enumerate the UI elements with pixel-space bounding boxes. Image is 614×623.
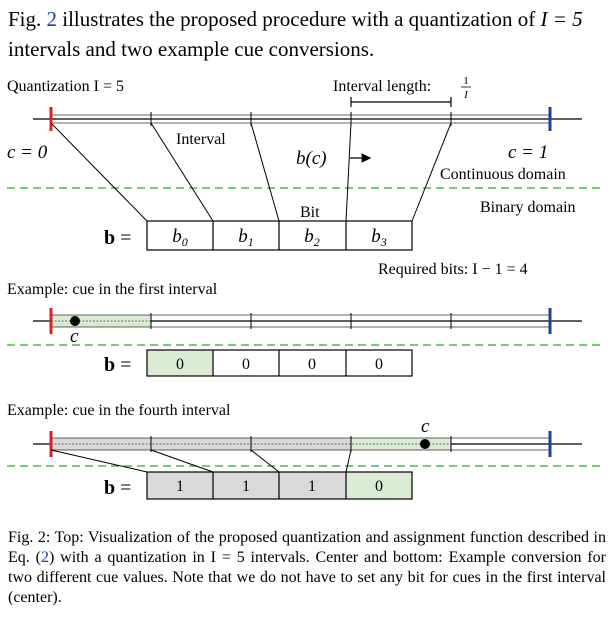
example1-cue-point — [70, 316, 80, 326]
interval-length-bracket — [350, 97, 452, 107]
example2-bit2: 1 — [308, 478, 316, 495]
mapping-lines — [50, 122, 452, 222]
figure-reference-link[interactable]: 2 — [46, 7, 58, 31]
quantization-figure: Quantization I = 5 Interval length: 1 I … — [7, 75, 600, 500]
example2-vector-label: b = — [104, 477, 131, 499]
intro-text-2: illustrates the proposed procedure with … — [57, 7, 541, 31]
example2-mapping-lines — [50, 449, 352, 473]
bit-b3-subscript: 3 — [380, 235, 387, 249]
example1-title: Example: cue in the first interval — [7, 281, 218, 298]
bit-b1-subscript: 1 — [248, 235, 254, 249]
caption-text-1: Fig. 2: Top: Visualization of the propos… — [8, 529, 606, 566]
intro-text-1: Fig. — [8, 7, 47, 31]
example1-bit1: 0 — [242, 356, 250, 373]
interval-length-numerator: 1 — [463, 75, 469, 87]
example1-bit3: 0 — [375, 356, 383, 373]
example2-bit0: 1 — [176, 478, 184, 495]
bit-b0-subscript: 0 — [182, 235, 188, 249]
caption-text-2: ) with a quantization in I = 5 intervals… — [8, 549, 607, 606]
example2-cue-point — [420, 439, 430, 449]
mapping-label: b(c) — [296, 148, 327, 169]
example2-bit3: 0 — [375, 478, 383, 495]
bit-b2-subscript: 2 — [314, 235, 320, 249]
example2-cue-label: c — [421, 416, 430, 437]
bit-b2: b2 — [304, 226, 320, 249]
example2-bit1: 1 — [242, 478, 250, 495]
example1-bit2: 0 — [308, 356, 316, 373]
bit-vector-label: b = — [104, 227, 131, 249]
binary-domain-label: Binary domain — [480, 199, 576, 216]
interval-length-label: Interval length: — [333, 78, 431, 95]
bit-b0: b0 — [172, 226, 188, 249]
intro-paragraph: Fig. 2 illustrates the proposed procedur… — [8, 4, 608, 64]
bit-label: Bit — [300, 204, 320, 221]
continuous-domain-label: Continuous domain — [440, 166, 566, 183]
figure-caption: Fig. 2: Top: Visualization of the propos… — [8, 528, 606, 608]
bit-b3: b3 — [371, 226, 387, 249]
quantization-label: Quantization I = 5 — [7, 78, 124, 95]
example2-title: Example: cue in the fourth interval — [7, 402, 231, 419]
interval-label: Interval — [176, 131, 226, 148]
example1-vector-label: b = — [104, 354, 131, 376]
example1-cue-label: c — [70, 326, 79, 347]
c1-label: c = 1 — [508, 142, 548, 163]
interval-length-denominator: I — [463, 89, 469, 101]
equation-reference-link[interactable]: 2 — [40, 549, 49, 566]
intro-text-3: intervals and two example cue conversion… — [8, 37, 375, 61]
intro-math: I = 5 — [540, 7, 583, 31]
required-bits-label: Required bits: I − 1 = 4 — [378, 261, 528, 278]
example1-bit0-fill — [147, 350, 213, 376]
bit-b1: b1 — [238, 226, 254, 249]
example1-bit0: 0 — [176, 356, 184, 373]
example2-green-bit — [346, 472, 412, 499]
c0-label: c = 0 — [7, 142, 48, 163]
example2-gray-bits — [147, 472, 346, 499]
example2-gray-intervals — [51, 438, 351, 450]
